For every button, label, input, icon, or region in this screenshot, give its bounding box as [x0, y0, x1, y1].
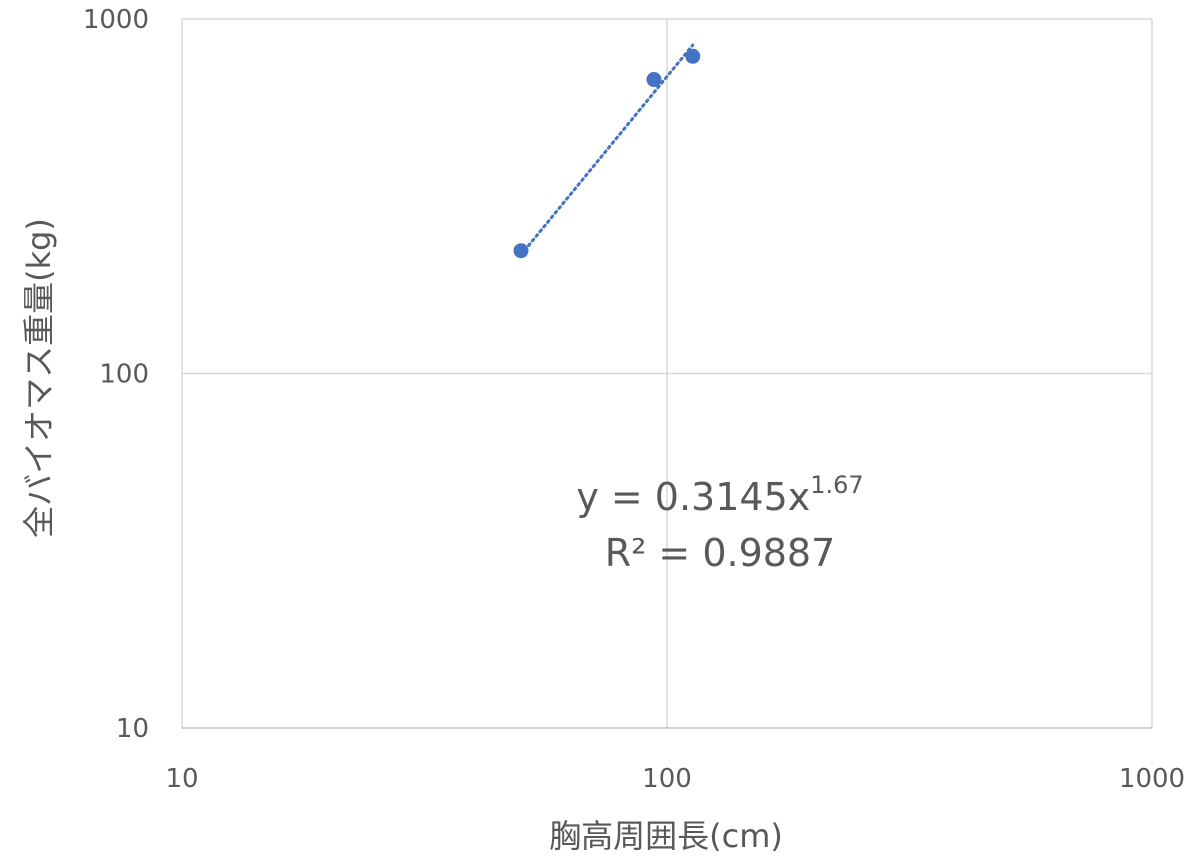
x-tick-label: 100: [642, 764, 692, 794]
data-point: [513, 243, 529, 259]
trendline: [519, 43, 695, 257]
axes: [181, 19, 1152, 729]
gridlines: [182, 18, 1153, 728]
y-tick-label: 10: [116, 714, 149, 744]
data-point: [685, 48, 701, 64]
y-tick-labels: 10 100 1000: [83, 5, 149, 744]
trendline-equation-base: y = 0.3145x: [576, 475, 810, 519]
y-tick-label: 100: [99, 360, 149, 390]
x-tick-label: 1000: [1119, 764, 1185, 794]
data-points: [513, 48, 701, 259]
trendline-equation-exponent: 1.67: [810, 471, 863, 499]
trendline-equation: y = 0.3145x1.67: [576, 471, 863, 519]
trendline-r-squared: R² = 0.9887: [605, 531, 836, 575]
data-point: [646, 72, 662, 88]
x-tick-labels: 10 100 1000: [165, 764, 1185, 794]
y-axis-title: 全バイオマス重量(kg): [20, 218, 58, 538]
x-tick-label: 10: [165, 764, 198, 794]
x-axis-title: 胸高周囲長(cm): [549, 817, 783, 855]
y-tick-label: 1000: [83, 5, 149, 35]
trendline-layer: [519, 43, 695, 257]
